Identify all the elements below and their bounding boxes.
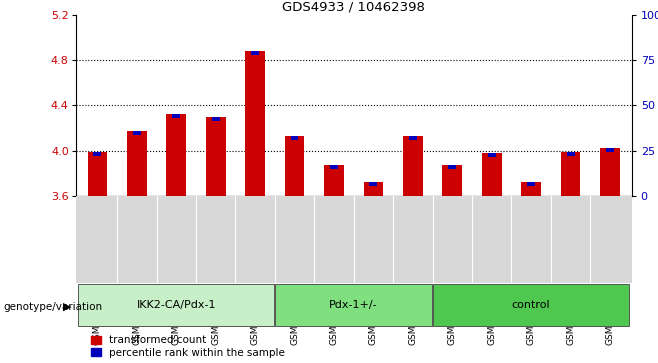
Bar [166,114,186,196]
FancyBboxPatch shape [432,284,629,326]
Bar [330,166,338,170]
Bar [127,131,147,196]
Bar [251,51,259,55]
Bar [442,166,462,196]
Text: ▶: ▶ [63,302,71,312]
Title: GDS4933 / 10462398: GDS4933 / 10462398 [282,0,425,13]
Bar [291,136,299,140]
Bar [521,182,541,196]
Bar [482,153,501,196]
Text: IKK2-CA/Pdx-1: IKK2-CA/Pdx-1 [136,300,216,310]
Bar [600,148,620,196]
Text: Pdx-1+/-: Pdx-1+/- [330,300,378,310]
Bar [561,152,580,196]
FancyBboxPatch shape [275,284,432,326]
Bar [403,136,422,196]
Bar [448,166,456,170]
Bar [206,117,226,196]
Bar [88,152,107,196]
Bar [488,153,495,157]
FancyBboxPatch shape [78,284,274,326]
Bar [212,117,220,121]
Text: genotype/variation: genotype/variation [3,302,103,312]
Bar [409,136,417,140]
Bar [93,152,101,156]
Bar [172,114,180,118]
Legend: transformed count, percentile rank within the sample: transformed count, percentile rank withi… [91,335,286,358]
Bar [606,148,614,152]
Bar [363,182,383,196]
Bar [567,152,574,156]
Bar [324,166,344,196]
Bar [369,182,377,186]
Bar [245,51,265,196]
Bar [527,182,535,186]
Text: control: control [512,300,551,310]
Bar [133,131,141,135]
Bar [285,136,305,196]
